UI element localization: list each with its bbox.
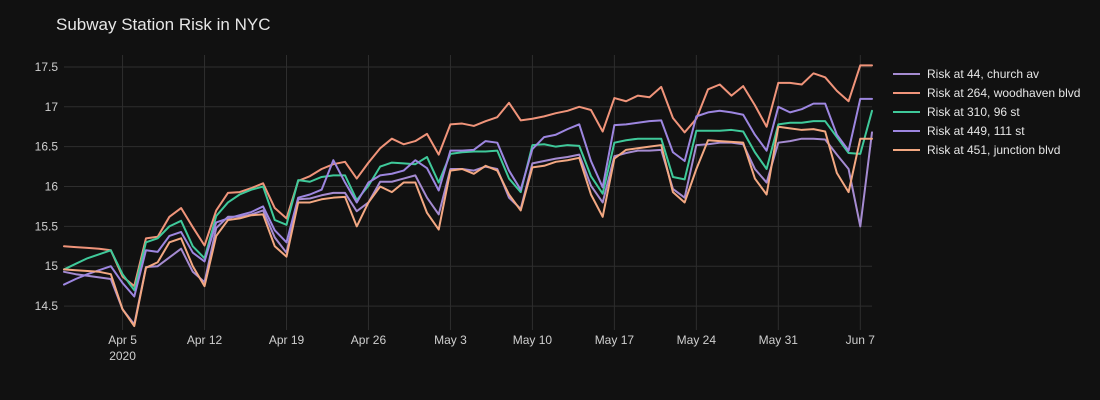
chart-title: Subway Station Risk in NYC xyxy=(56,15,270,34)
x-tick-label: May 17 xyxy=(595,333,635,347)
y-tick-label: 15.5 xyxy=(35,219,59,233)
axis-ticks: 14.5 15 15.5 16 16.5 17 17.5 Apr 5 2020 Apr 12 Apr… xyxy=(35,60,876,363)
series-line-5 xyxy=(63,125,873,328)
x-tick-label: May 24 xyxy=(677,333,717,347)
legend-item[interactable]: Risk at 264, woodhaven blvd xyxy=(893,86,1080,100)
legend-item[interactable]: Risk at 44, church av xyxy=(893,67,1039,81)
legend-label: Risk at 310, 96 st xyxy=(927,105,1020,119)
legend-item[interactable]: Risk at 449, 111 st xyxy=(893,124,1025,138)
x-tick-label: Jun 7 xyxy=(846,333,876,347)
x-tick-label: Apr 5 xyxy=(108,333,137,347)
series-lines xyxy=(63,64,873,328)
legend-label: Risk at 449, 111 st xyxy=(927,124,1025,138)
x-tick-label: Apr 19 xyxy=(269,333,305,347)
y-tick-label: 15 xyxy=(45,259,59,273)
grid-lines xyxy=(64,55,872,330)
x-tick-label: Apr 26 xyxy=(351,333,387,347)
legend-item[interactable]: Risk at 310, 96 st xyxy=(893,105,1020,119)
y-tick-label: 16.5 xyxy=(35,140,59,154)
x-tick-label: May 3 xyxy=(434,333,467,347)
x-tick-sublabel: 2020 xyxy=(109,349,136,363)
legend-label: Risk at 451, junction blvd xyxy=(927,143,1060,157)
x-tick-label: Apr 12 xyxy=(187,333,223,347)
legend-label: Risk at 264, woodhaven blvd xyxy=(927,86,1080,100)
y-tick-label: 17 xyxy=(45,100,59,114)
x-tick-label: May 10 xyxy=(513,333,553,347)
y-tick-label: 14.5 xyxy=(35,299,59,313)
series-line-3 xyxy=(63,109,873,292)
x-tick-label: May 31 xyxy=(759,333,799,347)
y-tick-label: 17.5 xyxy=(35,60,59,74)
series-line-2 xyxy=(63,64,873,288)
series-line-4 xyxy=(63,97,873,298)
legend[interactable]: Risk at 44, church av Risk at 264, woodha… xyxy=(893,67,1080,157)
legend-label: Risk at 44, church av xyxy=(927,67,1039,81)
legend-item[interactable]: Risk at 451, junction blvd xyxy=(893,143,1060,157)
y-tick-label: 16 xyxy=(45,180,59,194)
